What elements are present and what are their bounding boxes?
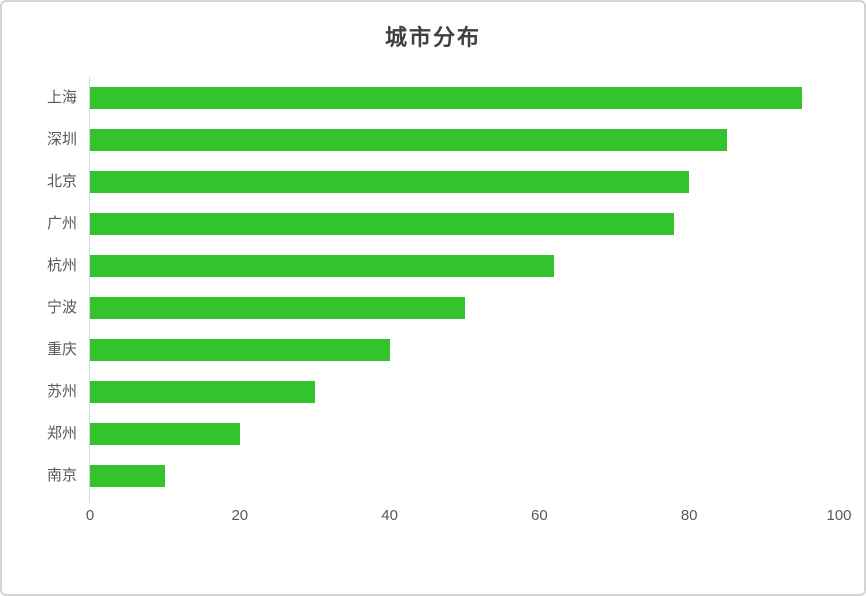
category-label: 杭州 [46,257,77,274]
bar [90,423,240,445]
value-axis: 0 20 40 60 80 100 [2,507,864,529]
bar-row: 深圳 [2,119,864,161]
category-label: 上海 [46,89,77,106]
bar [90,87,802,109]
x-tick-label: 60 [531,507,548,524]
x-tick-label: 100 [826,507,852,524]
category-label: 南京 [46,467,77,484]
bar-row: 宁波 [2,287,864,329]
bar-row: 重庆 [2,329,864,371]
bar-row: 广州 [2,203,864,245]
bar [90,381,315,403]
category-label: 宁波 [46,299,77,316]
bar-row: 苏州 [2,371,864,413]
category-label: 苏州 [46,383,77,400]
bar-row: 上海 [2,77,864,119]
bar [90,171,689,193]
bar [90,339,390,361]
bar [90,213,674,235]
bar [90,129,727,151]
x-tick-label: 0 [85,507,95,524]
x-tick-label: 40 [381,507,398,524]
category-label: 深圳 [46,131,77,148]
category-label: 郑州 [46,425,77,442]
bar [90,297,465,319]
x-tick-label: 80 [680,507,698,524]
category-axis-line [89,77,90,503]
category-label: 重庆 [46,341,77,358]
bar-row: 北京 [2,161,864,203]
bar-row: 南京 [2,455,864,497]
category-label: 广州 [46,215,77,232]
bar-row: 杭州 [2,245,864,287]
bar [90,255,554,277]
bar-row: 郑州 [2,413,864,455]
x-tick-label: 20 [231,507,249,524]
category-label: 北京 [46,173,77,190]
chart-title: 城市分布 [384,25,481,50]
bar [90,465,165,487]
plot-area: 上海深圳北京广州杭州宁波重庆苏州郑州南京 [2,77,864,503]
